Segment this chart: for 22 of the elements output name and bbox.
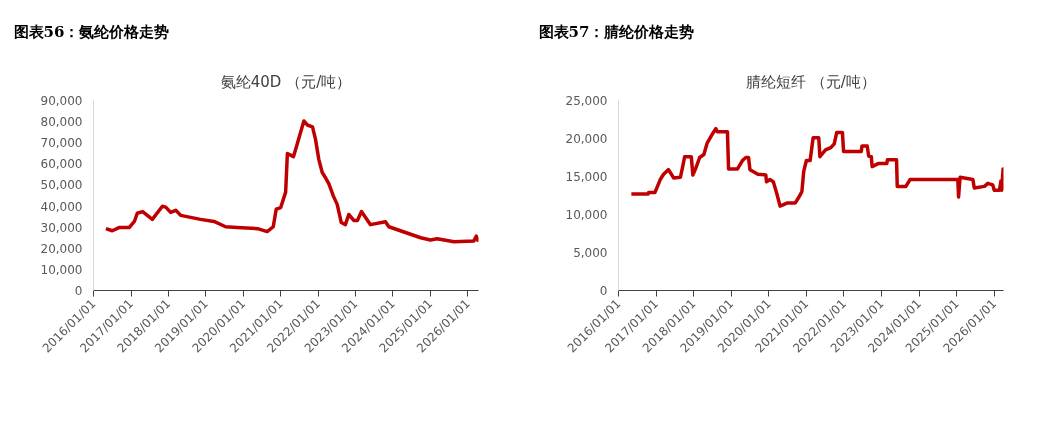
chart-subtitle: 腈纶短纤 （元/吨）	[746, 72, 876, 91]
y-tick-label: 0	[599, 284, 608, 298]
y-tick-label: 70,000	[40, 136, 83, 151]
y-tick-label: 10,000	[40, 262, 83, 277]
y-tick-label: 10,000	[565, 208, 608, 222]
y-tick-label: 30,000	[40, 220, 83, 235]
y-tick-label: 25,000	[565, 94, 608, 108]
chart-subtitle: 氨纶40D （元/吨）	[220, 72, 352, 91]
y-tick-label: 50,000	[40, 178, 83, 193]
chart-title: 图表56：氨纶价格走势	[13, 22, 170, 41]
y-tick-label: 20,000	[40, 241, 83, 256]
y-tick-label: 60,000	[40, 157, 83, 172]
line-series	[104, 119, 479, 244]
y-tick-label: 20,000	[565, 132, 608, 146]
chart-title: 图表57：腈纶价格走势	[538, 22, 695, 41]
line-series	[629, 126, 1004, 208]
y-tick-label: 0	[74, 284, 83, 298]
y-tick-label: 5,000	[573, 246, 608, 260]
y-tick-label: 40,000	[40, 199, 83, 214]
y-tick-label: 90,000	[40, 94, 83, 108]
y-tick-label: 80,000	[40, 115, 83, 130]
y-tick-label: 15,000	[565, 170, 608, 184]
